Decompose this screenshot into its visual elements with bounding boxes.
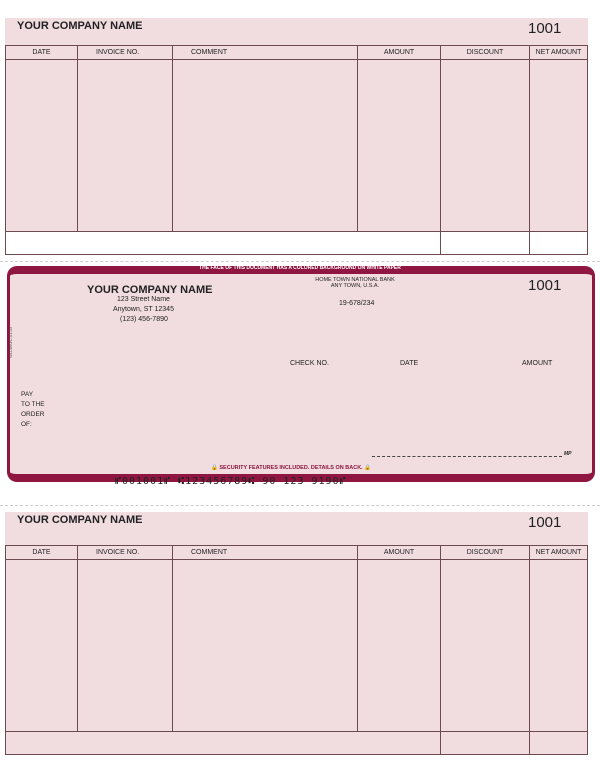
perforation	[0, 505, 600, 506]
check-no-label: CHECK NO.	[290, 360, 329, 367]
padlock-icon: 🔒	[211, 465, 218, 471]
security-text: SECURITY FEATURES INCLUDED. DETAILS ON B…	[219, 465, 363, 471]
top-stub-table: DATE INVOICE NO. COMMENT AMOUNT DISCOUNT…	[5, 45, 588, 255]
check-company-name: YOUR COMPANY NAME	[87, 284, 213, 296]
bottom-stub-table: DATE INVOICE NO. COMMENT AMOUNT DISCOUNT…	[5, 545, 588, 755]
check-number: 1001	[528, 277, 562, 294]
col-date: DATE	[5, 545, 78, 560]
top-stub-header	[5, 18, 588, 45]
pay-to-order: PAY TO THE ORDER OF:	[21, 390, 45, 430]
col-amount: AMOUNT	[357, 45, 441, 60]
company-street: 123 Street Name	[117, 296, 170, 303]
company-city: Anytown, ST 12345	[113, 306, 174, 313]
pay-line: TO THE	[21, 401, 45, 408]
top-stub-company-name: YOUR COMPANY NAME	[17, 20, 143, 32]
signature-mark: MP	[564, 451, 572, 457]
col-discount: DISCOUNT	[440, 45, 530, 60]
col-comment: COMMENT	[172, 45, 358, 60]
col-discount: DISCOUNT	[440, 545, 530, 560]
col-amount: AMOUNT	[357, 545, 441, 560]
pay-line: ORDER	[21, 411, 45, 418]
bottom-stub-header	[5, 512, 588, 545]
col-comment: COMMENT	[172, 545, 358, 560]
date-label: DATE	[400, 360, 419, 367]
col-net-amount: NET AMOUNT	[529, 45, 588, 60]
banner-text: THE FACE OF THIS DOCUMENT HAS A COLORED …	[199, 265, 401, 271]
micr-line: ⑈001001⑈ ⑆123456789⑆ 90 123 9190⑈	[115, 476, 347, 487]
check-body	[7, 266, 595, 482]
padlock-icon: 🔒	[364, 465, 372, 471]
routing-fraction: 19-678/234	[339, 300, 375, 307]
col-invoice: INVOICE NO.	[77, 45, 173, 60]
col-net-amount: NET AMOUNT	[529, 545, 588, 560]
amount-label: AMOUNT	[522, 360, 553, 367]
bank-city: ANY TOWN, U.S.A.	[330, 283, 380, 289]
perforation	[0, 261, 600, 262]
company-phone: (123) 456-7890	[120, 316, 168, 323]
bottom-stub-company-name: YOUR COMPANY NAME	[17, 514, 143, 526]
col-invoice: INVOICE NO.	[77, 545, 173, 560]
pay-line: PAY	[21, 391, 34, 398]
bottom-stub-check-number: 1001	[528, 514, 562, 531]
col-date: DATE	[5, 45, 78, 60]
security-notice: 🔒 SECURITY FEATURES INCLUDED. DETAILS ON…	[207, 465, 376, 471]
top-stub-check-number: 1001	[528, 20, 562, 37]
bank-name: HOME TOWN NATIONAL BANK	[315, 277, 395, 283]
pay-line: OF:	[21, 421, 32, 428]
signature-line[interactable]	[372, 456, 562, 457]
bank-info: HOME TOWN NATIONAL BANK ANY TOWN, U.S.A.	[300, 277, 410, 289]
side-code: WLD060/C-01-03	[8, 326, 13, 358]
